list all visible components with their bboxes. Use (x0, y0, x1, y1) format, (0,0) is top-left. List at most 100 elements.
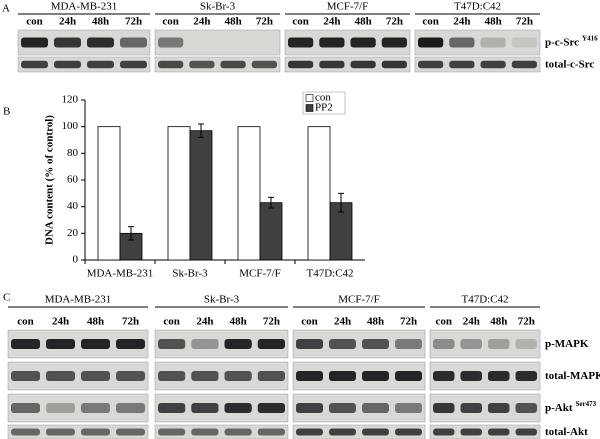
panel-label: C (3, 292, 10, 304)
band (488, 339, 510, 349)
band (460, 371, 482, 381)
row-label-sup: Ser473 (576, 400, 597, 408)
band (120, 37, 147, 48)
row-label: total-MAPK (545, 370, 600, 382)
blot-background (154, 424, 289, 439)
band (54, 60, 81, 69)
band (433, 339, 455, 349)
y-tick-label: 60 (67, 174, 79, 186)
lane-label: con (26, 16, 43, 28)
band (11, 371, 40, 381)
bar (307, 126, 331, 261)
lane-label: 24h (59, 16, 76, 28)
band (395, 403, 422, 413)
band (288, 60, 314, 69)
band (418, 60, 444, 69)
band (433, 403, 455, 413)
band (319, 37, 345, 48)
lane-label: 72h (125, 16, 142, 28)
lane-label: 24h (463, 316, 480, 328)
band (21, 60, 48, 69)
lane-label: con (292, 16, 309, 28)
lane-label: 48h (367, 316, 384, 328)
y-tick-label: 120 (62, 94, 79, 106)
blot-background (429, 424, 541, 439)
lane-label: 48h (230, 316, 247, 328)
bar (167, 126, 191, 261)
band (362, 371, 389, 381)
lane-label: 72h (516, 16, 533, 28)
error-bar (198, 123, 204, 138)
band (224, 403, 252, 413)
band (11, 403, 40, 413)
band (296, 428, 323, 436)
blot-background (7, 424, 149, 439)
band (158, 371, 186, 381)
cell-line-label: T47D:C42 (454, 1, 501, 13)
band (11, 428, 40, 436)
lane-label: 48h (87, 316, 104, 328)
band (449, 37, 475, 48)
band (488, 428, 510, 436)
panel-label: A (2, 3, 10, 15)
band (480, 60, 506, 69)
band (224, 371, 252, 381)
band (191, 403, 219, 413)
band (257, 339, 285, 349)
band (515, 339, 537, 349)
band (46, 403, 75, 413)
bar (237, 126, 261, 261)
band (329, 339, 356, 349)
bar (189, 130, 213, 261)
band (224, 339, 252, 349)
lane-label: con (436, 316, 453, 328)
y-tick-label: 100 (62, 120, 79, 132)
legend-label: con (315, 92, 331, 104)
band (116, 371, 145, 381)
lane-label: 72h (400, 316, 417, 328)
band (488, 403, 510, 413)
lane-label: 24h (52, 316, 69, 328)
error-bar (128, 226, 134, 241)
band (257, 428, 285, 436)
band (395, 339, 422, 349)
band (46, 428, 75, 436)
bar (259, 202, 283, 261)
band (158, 37, 184, 48)
band (296, 371, 323, 381)
band (296, 339, 323, 349)
legend-box (302, 91, 346, 115)
row-label: p-MAPK (545, 338, 589, 350)
band (81, 428, 110, 436)
band (460, 428, 482, 436)
band (488, 371, 510, 381)
band (224, 428, 252, 436)
lane-label: 72h (256, 16, 273, 28)
band (362, 428, 389, 436)
band (395, 371, 422, 381)
band (381, 37, 407, 48)
row-label-text: p-c-Src (545, 36, 579, 48)
lane-label: 24h (453, 16, 470, 28)
band (87, 60, 114, 69)
band (288, 37, 314, 48)
y-tick-label: 20 (67, 227, 79, 239)
y-tick-label: 40 (67, 200, 79, 212)
band (81, 339, 110, 349)
cell-line-label: Sk-Br-3 (200, 1, 236, 13)
band (87, 37, 114, 48)
blot-background (429, 329, 541, 359)
band (381, 60, 407, 69)
band (515, 428, 537, 436)
band (329, 428, 356, 436)
lane-label: 48h (355, 16, 372, 28)
x-tick-label: MCF-7/F (239, 268, 281, 280)
lane-label: con (162, 16, 179, 28)
band (350, 60, 376, 69)
band (158, 339, 186, 349)
blot-background (17, 56, 151, 73)
lane-label: 72h (122, 316, 139, 328)
blot-background (414, 56, 541, 73)
band (350, 37, 376, 48)
